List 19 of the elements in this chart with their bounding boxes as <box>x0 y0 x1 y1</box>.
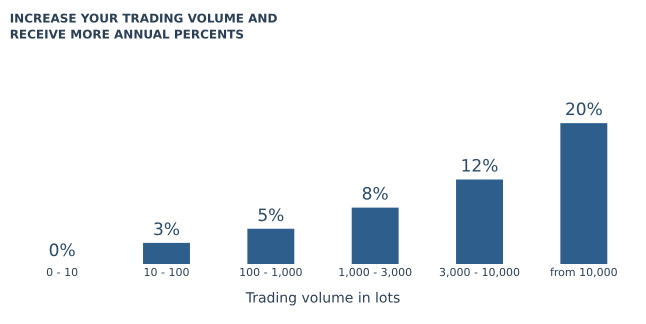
bar <box>560 123 608 264</box>
data-label: 3% <box>153 220 180 240</box>
x-tick-label: from 10,000 <box>550 266 618 279</box>
data-label: 8% <box>362 184 389 205</box>
bar <box>456 180 503 264</box>
x-tick-label: 100 - 1,000 <box>239 266 303 279</box>
data-label: 12% <box>460 156 498 176</box>
bar <box>352 208 399 264</box>
bar <box>247 228 294 264</box>
x-axis-title: Trading volume in lots <box>244 290 400 306</box>
chart-title: INCREASE YOUR TRADING VOLUME AND RECEIVE MORE ANNUAL PERCENTS <box>10 12 278 42</box>
x-tick-label: 0 - 10 <box>46 266 78 279</box>
data-label: 5% <box>257 206 284 226</box>
x-tick-label: 3,000 - 10,000 <box>439 266 520 279</box>
bar <box>143 242 190 264</box>
x-tick-label: 10 - 100 <box>144 266 190 279</box>
data-label: 0% <box>48 241 76 261</box>
x-tick-label: 1,000 - 3,000 <box>338 266 412 279</box>
data-label: 20% <box>564 100 603 120</box>
